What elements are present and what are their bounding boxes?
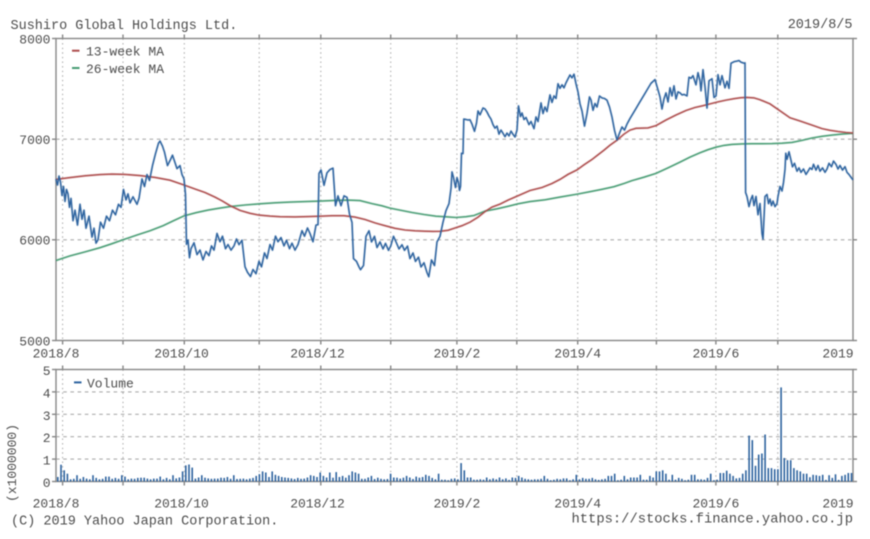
svg-text:6000: 6000 (19, 234, 50, 249)
svg-text:8000: 8000 (19, 32, 50, 47)
svg-text:2018/12: 2018/12 (290, 497, 345, 512)
svg-text:2019/6: 2019/6 (692, 347, 739, 362)
svg-text:2018/10: 2018/10 (154, 347, 209, 362)
svg-text:2018/8: 2018/8 (33, 347, 80, 362)
svg-text:https://stocks.finance.yahoo.c: https://stocks.finance.yahoo.co.jp (571, 512, 853, 528)
svg-text:2019/2: 2019/2 (433, 347, 480, 362)
svg-text:13-week MA: 13-week MA (86, 45, 164, 60)
svg-text:7000: 7000 (19, 133, 50, 148)
svg-text:2019/2: 2019/2 (433, 497, 480, 512)
svg-text:2019/4: 2019/4 (554, 497, 601, 512)
svg-text:0: 0 (43, 476, 51, 491)
svg-text:26-week MA: 26-week MA (86, 62, 164, 77)
svg-text:2019: 2019 (822, 497, 853, 512)
svg-text:2019/4: 2019/4 (554, 347, 601, 362)
svg-text:2019: 2019 (822, 347, 853, 362)
svg-text:Sushiro Global Holdings Ltd.: Sushiro Global Holdings Ltd. (11, 19, 238, 34)
svg-text:(C) 2019 Yahoo Japan Corporati: (C) 2019 Yahoo Japan Corporation. (11, 515, 278, 530)
svg-text:5000: 5000 (19, 334, 50, 349)
svg-text:2: 2 (43, 431, 51, 446)
svg-text:2018/8: 2018/8 (33, 497, 80, 512)
svg-text:4: 4 (43, 386, 51, 401)
svg-text:3: 3 (43, 409, 51, 424)
svg-text:5: 5 (43, 364, 51, 379)
svg-text:2019/6: 2019/6 (692, 497, 739, 512)
svg-text:2018/10: 2018/10 (154, 497, 209, 512)
svg-text:1: 1 (43, 454, 51, 469)
svg-text:2018/12: 2018/12 (290, 347, 345, 362)
svg-text:2019/8/5: 2019/8/5 (788, 18, 853, 33)
svg-text:Volume: Volume (87, 377, 134, 392)
svg-text:(x1000000): (x1000000) (5, 424, 20, 502)
